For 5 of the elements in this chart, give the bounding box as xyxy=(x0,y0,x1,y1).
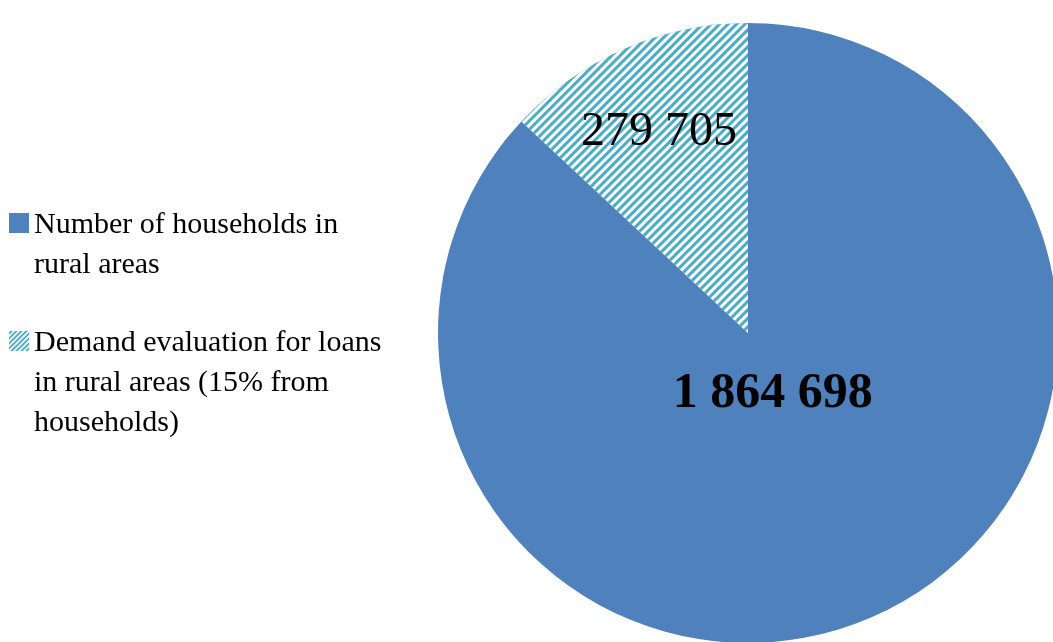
legend-label: Number of households in rural areas xyxy=(34,205,340,281)
data-label: 279 705 xyxy=(581,101,738,155)
pie-slice xyxy=(521,23,748,333)
data-label: 1 864 698 xyxy=(672,361,873,418)
legend-label: Demand evaluation for loans in rural areas (15% from households) xyxy=(34,323,383,439)
